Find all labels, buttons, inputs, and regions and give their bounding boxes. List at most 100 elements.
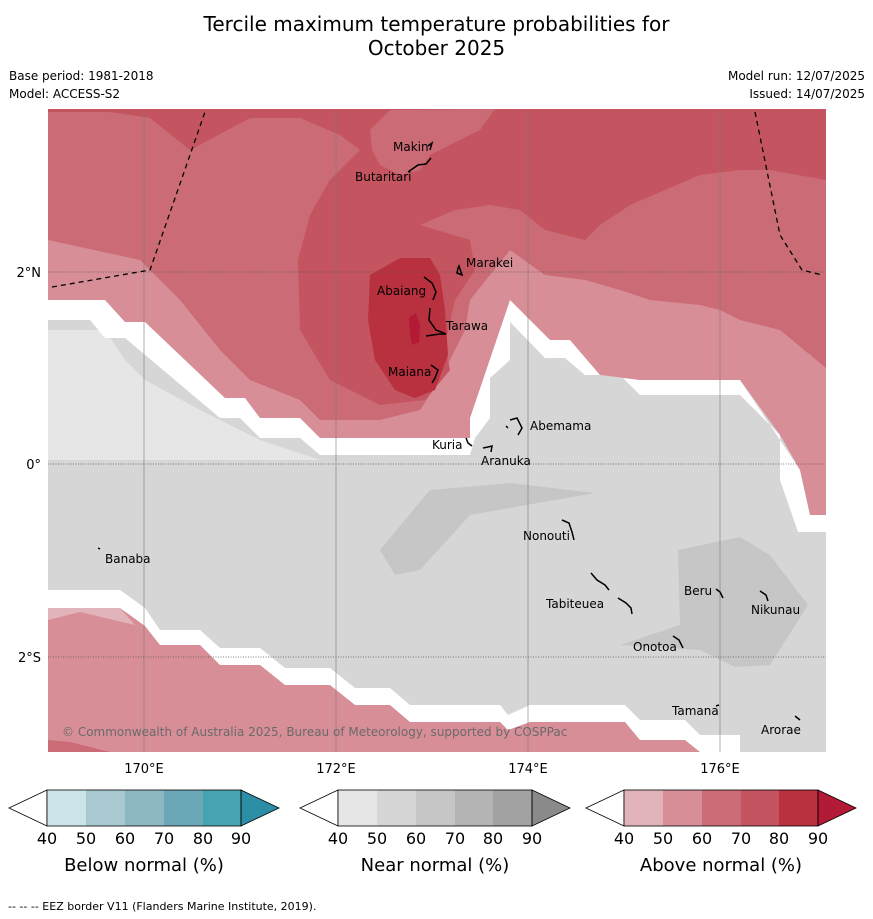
metadata-right: Model run: 12/07/2025 Issued: 14/07/2025	[728, 67, 865, 103]
colorbar-below-segment-5	[203, 790, 241, 826]
y-tick-2n: 2°N	[17, 266, 42, 281]
island-makin	[427, 141, 434, 151]
colorbar-near-tick-40: 40	[328, 829, 348, 848]
island-banaba	[97, 547, 101, 550]
colorbar-above-segment-5	[779, 790, 818, 826]
label-beru: Beru	[684, 584, 712, 598]
colorbar-near-segment-2	[377, 790, 416, 826]
issued-date: Issued: 14/07/2025	[749, 87, 865, 101]
island-nonouti	[561, 519, 575, 541]
colorbar-above-min-arrow	[585, 789, 625, 827]
label-maiana: Maiana	[388, 365, 431, 379]
label-tabiteuea: Tabiteuea	[545, 597, 604, 611]
island-nikunau	[759, 590, 769, 602]
above-normal-50-south-region	[48, 608, 700, 752]
eez-footnote: -- -- -- EEZ border V11 (Flanders Marine…	[8, 900, 317, 913]
label-banaba: Banaba	[105, 552, 151, 566]
x-tick-174e: 174°E	[508, 762, 548, 777]
colorbar-near-tick-80: 80	[483, 829, 503, 848]
graticule	[143, 109, 721, 752]
colorbar-above-normal: 40 50 60 70 80 90 Above normal (%)	[585, 789, 857, 876]
label-tamana: Tamana	[671, 704, 719, 718]
island-abemama-islet	[505, 425, 509, 429]
colorbar-above-segment-2	[663, 790, 702, 826]
colorbar-near-frame	[337, 789, 533, 827]
eez-border-east	[754, 111, 823, 276]
colorbar-below-normal: 40 50 60 70 80 90 Below normal (%)	[8, 789, 280, 876]
model-run: Model run: 12/07/2025	[727, 69, 865, 83]
colorbar-near-normal: 40 50 60 70 80 90 Near normal (%)	[299, 789, 571, 876]
colorbar-above-tick-80: 80	[769, 829, 789, 848]
colorbar-near-tick-70: 70	[445, 829, 465, 848]
colorbar-above-segment-4	[741, 790, 779, 826]
x-axis-ticks: 170°E 172°E 174°E 176°E	[124, 762, 740, 777]
label-tarawa: Tarawa	[445, 319, 488, 333]
colorbar-near-segment-4	[455, 790, 493, 826]
parallels	[48, 271, 826, 658]
colorbar-near-label: Near normal (%)	[361, 855, 510, 876]
island-arorae	[794, 715, 801, 721]
label-abaiang: Abaiang	[377, 284, 426, 298]
label-nikunau: Nikunau	[751, 603, 800, 617]
colorbar-below-tick-90: 90	[231, 829, 251, 848]
colorbar-above-label: Above normal (%)	[640, 855, 802, 876]
colorbar-below-tick-60: 60	[115, 829, 135, 848]
map-title: Tercile maximum temperature probabilitie…	[0, 12, 873, 60]
y-tick-2s: 2°S	[18, 651, 41, 666]
eez-border	[51, 108, 823, 288]
island-kuria	[465, 437, 473, 447]
near-normal-60-region-1	[380, 483, 595, 575]
colorbar-below-label: Below normal (%)	[64, 855, 224, 876]
island-abaiang	[423, 276, 437, 301]
colorbar-above-tick-70: 70	[731, 829, 751, 848]
near-normal-40-region	[48, 330, 320, 460]
colorbar-above-segment-3	[702, 790, 741, 826]
colorbar-near-segment-1	[338, 790, 377, 826]
islands	[97, 141, 801, 721]
above-normal-90-region	[409, 313, 420, 345]
colorbar-above-frame	[623, 789, 819, 827]
label-abemama: Abemama	[530, 419, 591, 433]
colorbar-near-tick-90: 90	[522, 829, 542, 848]
label-butaritari: Butaritari	[355, 170, 412, 184]
label-aranuka: Aranuka	[481, 454, 531, 468]
colorbar-below-segment-2	[86, 790, 125, 826]
colorbar-above-tick-40: 40	[614, 829, 634, 848]
label-onotoa: Onotoa	[633, 640, 677, 654]
island-aranuka	[482, 444, 493, 453]
island-onotoa	[672, 635, 684, 649]
colorbar-near-min-arrow	[299, 789, 339, 827]
colorbar-below-segment-4	[164, 790, 203, 826]
island-maiana	[430, 364, 439, 384]
above-normal-60-south-patch	[48, 740, 110, 752]
colorbar-below-tick-80: 80	[193, 829, 213, 848]
label-makin: Makin	[393, 140, 429, 154]
colorbar-above-max-arrow	[817, 789, 857, 827]
y-tick-equator: 0°	[26, 458, 41, 473]
place-labels: Makin Butaritari Marakei Abaiang Tarawa …	[105, 140, 801, 737]
island-tamana	[715, 704, 720, 707]
above-normal-80-region	[368, 258, 448, 398]
x-tick-170e: 170°E	[124, 762, 164, 777]
base-period: Base period: 1981-2018	[9, 69, 154, 83]
island-tarawa	[425, 307, 447, 337]
label-kuria: Kuria	[432, 438, 463, 452]
label-arorae: Arorae	[761, 723, 801, 737]
island-butaritari	[407, 157, 432, 173]
colorbar-above-tick-90: 90	[808, 829, 828, 848]
colorbar-below-min-arrow	[8, 789, 48, 827]
title-line-1: Tercile maximum temperature probabilitie…	[203, 12, 670, 36]
x-tick-176e: 176°E	[700, 762, 740, 777]
island-tabiteuea-south	[617, 597, 633, 615]
metadata-left: Base period: 1981-2018 Model: ACCESS-S2	[9, 67, 154, 103]
colorbar-below-frame	[46, 789, 242, 827]
above-normal-70-region	[48, 109, 826, 405]
colorbar-near-tick-60: 60	[406, 829, 426, 848]
colorbar-near-segment-3	[416, 790, 455, 826]
transition-band-north	[48, 300, 826, 532]
island-beru	[715, 588, 724, 599]
colorbar-near-tick-50: 50	[367, 829, 387, 848]
island-tabiteuea-north	[590, 572, 610, 591]
island-marakei	[456, 264, 464, 277]
